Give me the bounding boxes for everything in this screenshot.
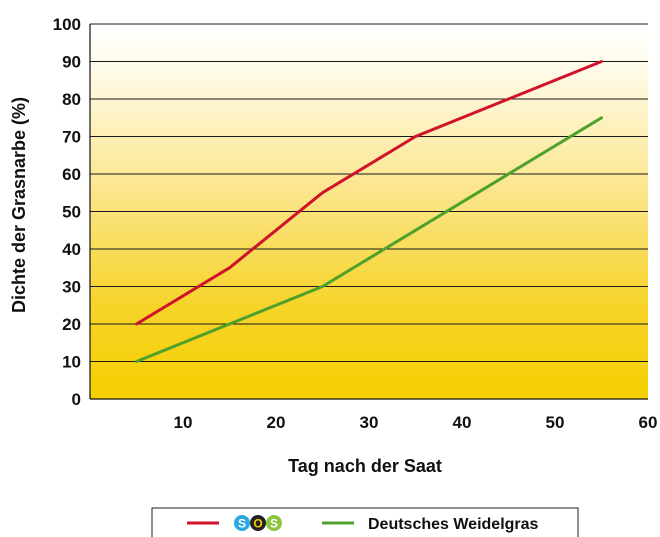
legend-label-weidelgras: Deutsches Weidelgras <box>368 516 539 533</box>
y-tick-label-20: 20 <box>62 315 81 334</box>
gridlines <box>90 23 648 362</box>
series-line-sos <box>135 60 603 326</box>
y-tick-label-30: 30 <box>62 278 81 297</box>
x-tick-label-20: 20 <box>267 413 286 432</box>
x-tick-label-30: 30 <box>360 413 379 432</box>
sos-logo-o-letter: O <box>253 517 262 531</box>
x-tick-labels: 10 20 30 40 50 60 <box>174 413 658 432</box>
y-tick-label-50: 50 <box>62 203 81 222</box>
sos-logo-o-circle <box>250 515 266 531</box>
sos-logo-s1-circle <box>234 515 250 531</box>
series-lines <box>135 60 603 363</box>
y-tick-label-60: 60 <box>62 165 81 184</box>
y-tick-label-100: 100 <box>53 15 81 34</box>
sos-logo-s2-circle <box>266 515 282 531</box>
x-tick-label-50: 50 <box>546 413 565 432</box>
series-line-weidelgras <box>135 116 603 363</box>
x-axis-title: Tag nach der Saat <box>288 456 442 476</box>
y-tick-label-10: 10 <box>62 353 81 372</box>
sos-logo-s2-letter: S <box>270 517 278 531</box>
x-tick-label-40: 40 <box>453 413 472 432</box>
y-tick-label-80: 80 <box>62 90 81 109</box>
y-tick-label-40: 40 <box>62 240 81 259</box>
y-tick-label-90: 90 <box>62 53 81 72</box>
sos-logo-icon: S O S <box>234 515 282 531</box>
legend-border <box>151 507 579 537</box>
sos-logo-s1-letter: S <box>238 517 246 531</box>
y-tick-label-0: 0 <box>72 390 81 409</box>
x-tick-label-60: 60 <box>639 413 658 432</box>
y-tick-labels: 0 10 20 30 40 50 60 70 80 90 100 <box>53 15 81 409</box>
y-tick-label-70: 70 <box>62 128 81 147</box>
legend: S O S Deutsches Weidelgras <box>151 507 579 537</box>
x-tick-label-10: 10 <box>174 413 193 432</box>
y-axis-title: Dichte der Grasnarbe (%) <box>9 97 29 313</box>
